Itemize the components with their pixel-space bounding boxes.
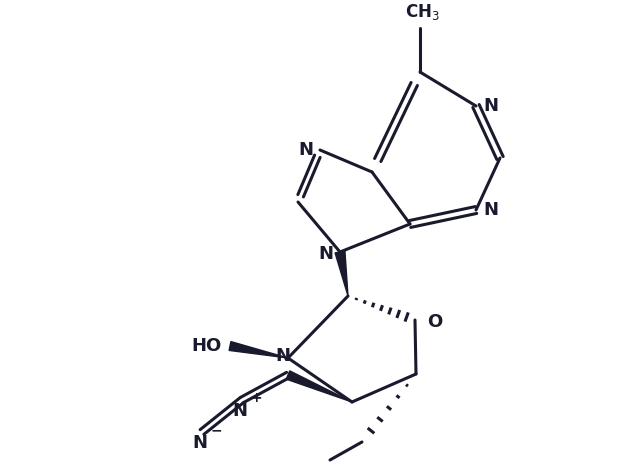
Text: N: N [232,402,248,420]
Text: N: N [193,434,207,452]
Text: N: N [275,347,291,365]
Polygon shape [286,371,352,402]
Text: N: N [318,245,333,263]
Text: N: N [483,201,498,219]
Text: N: N [483,97,498,115]
Polygon shape [229,342,288,358]
Text: HO: HO [192,337,222,355]
Text: CH$_3$: CH$_3$ [404,2,440,22]
Text: −: − [211,423,223,437]
Text: +: + [251,391,262,405]
Polygon shape [335,251,348,296]
Text: N: N [298,141,313,159]
Text: O: O [427,313,442,331]
